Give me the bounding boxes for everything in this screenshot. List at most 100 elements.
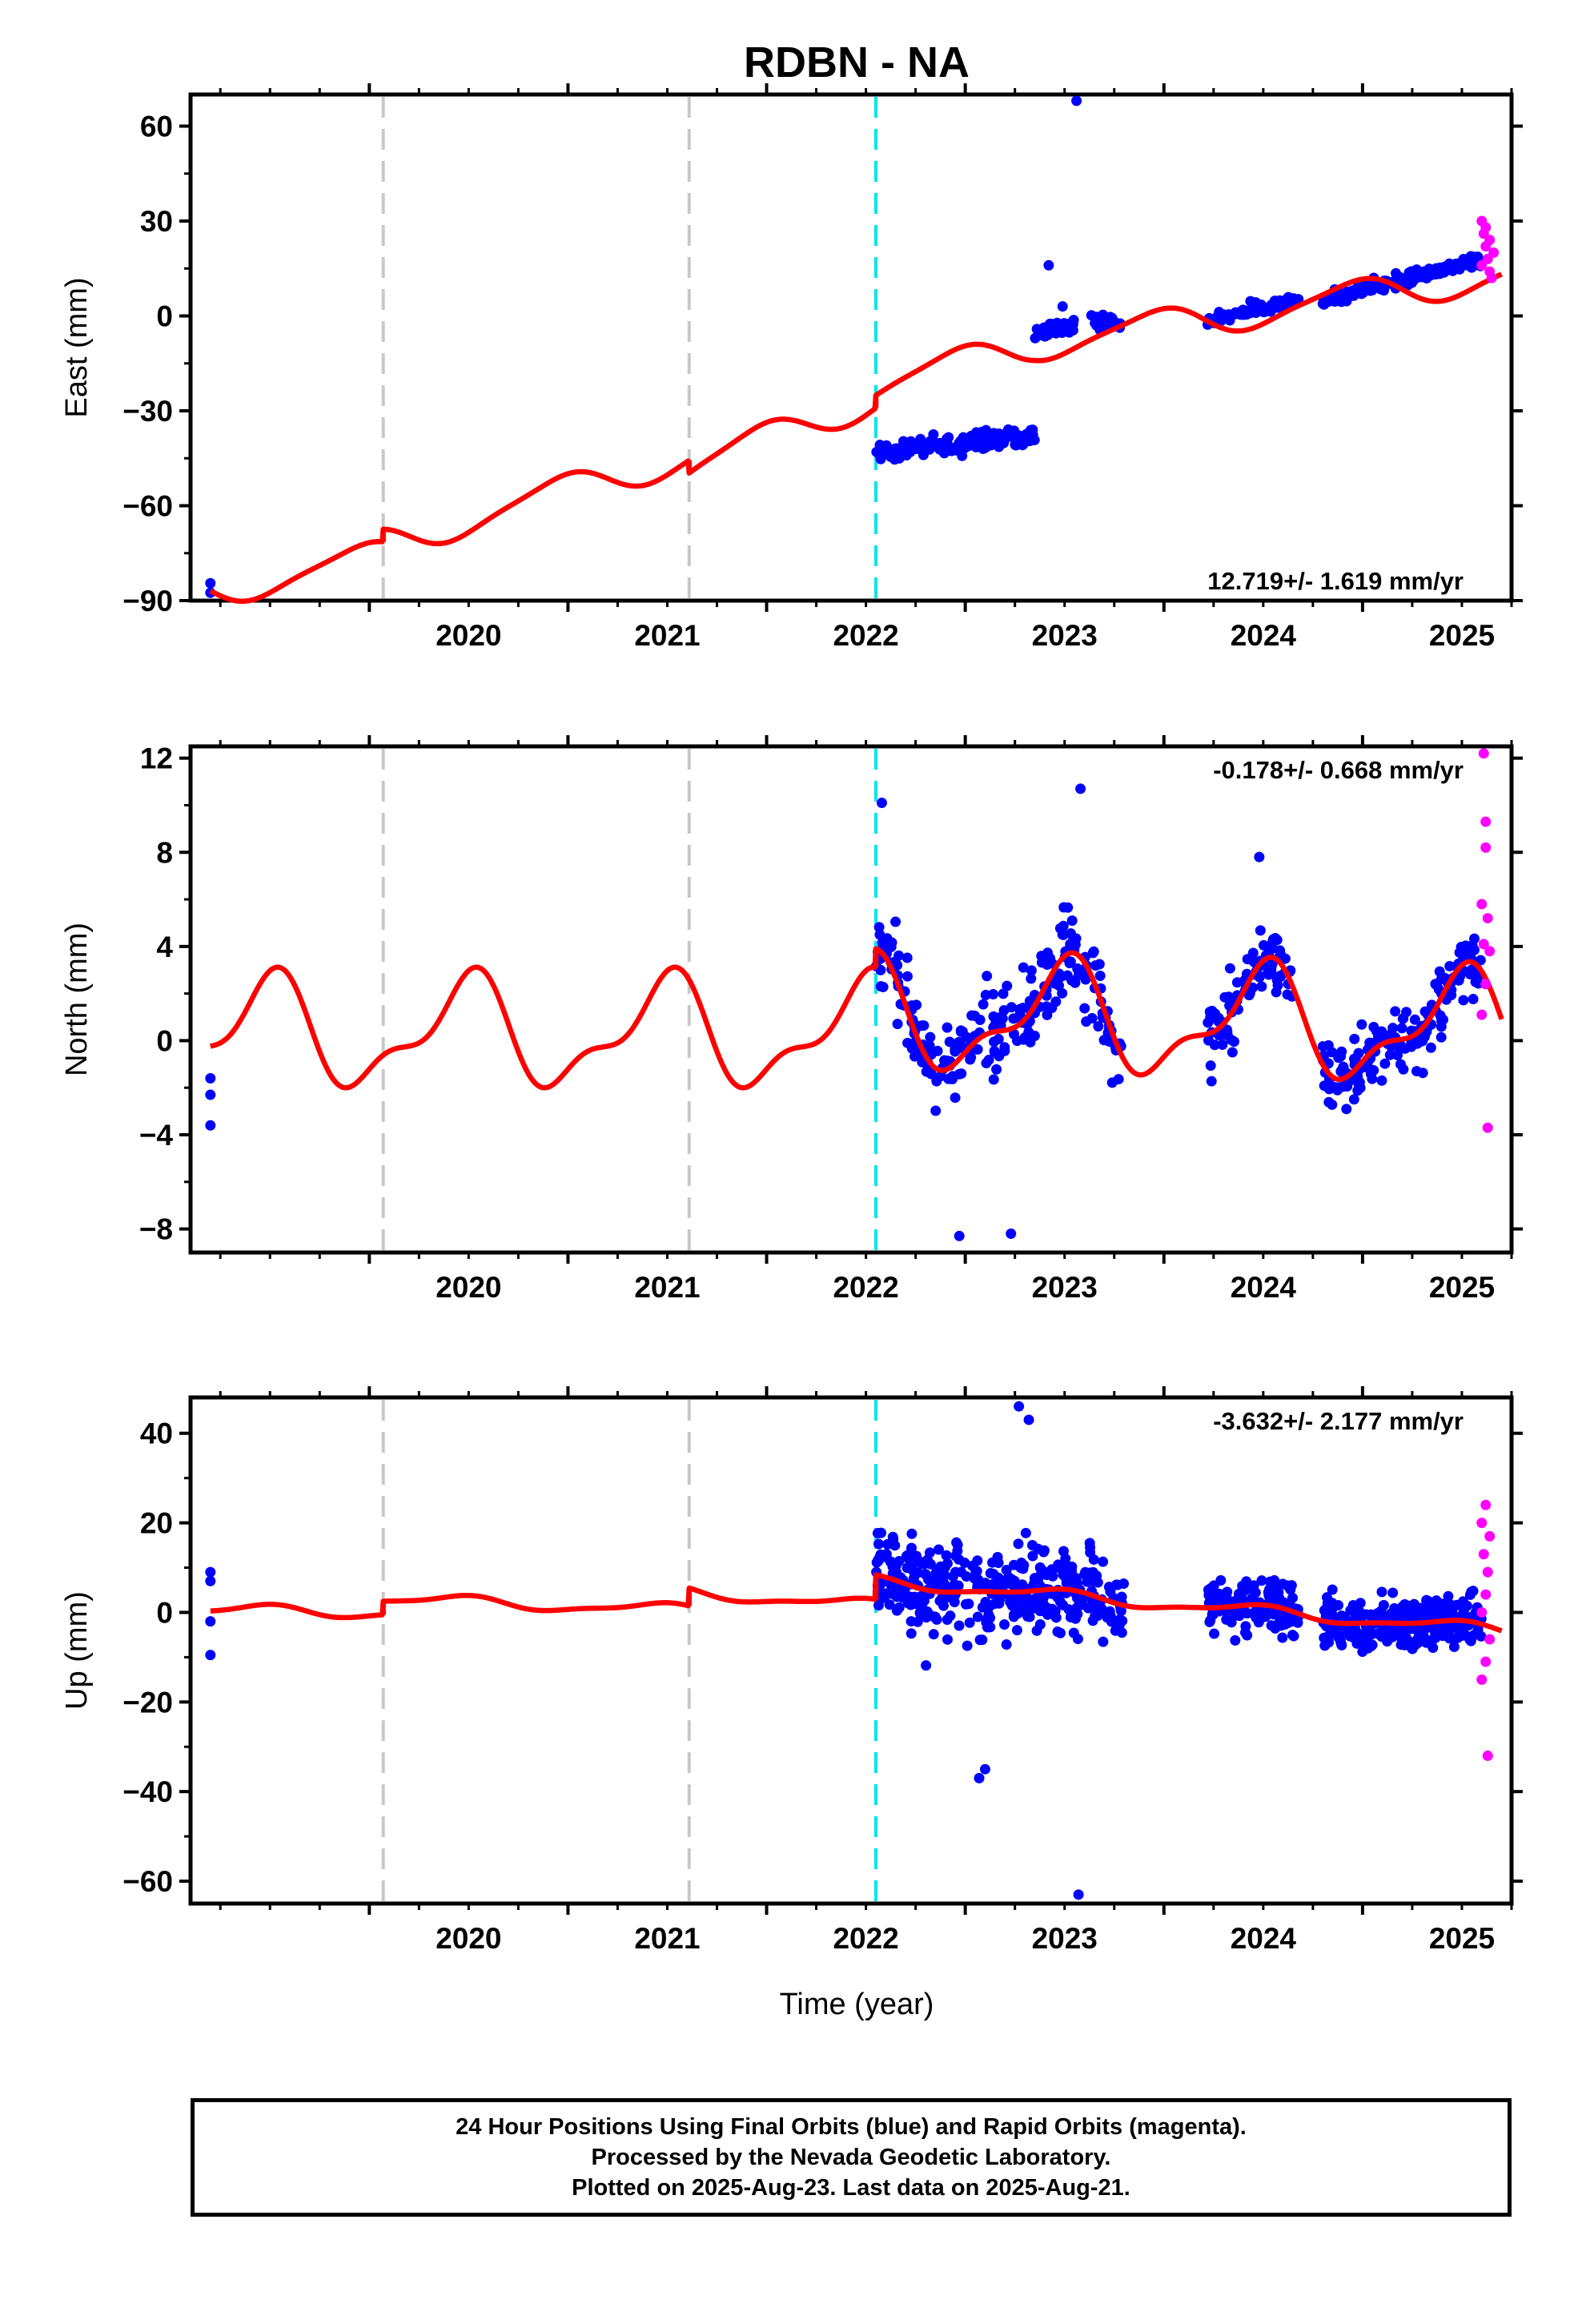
final-orbit-point — [1283, 1613, 1294, 1624]
final-orbit-point — [1014, 430, 1025, 441]
final-orbit-point — [1066, 928, 1077, 939]
final-orbit-point — [905, 1616, 917, 1627]
final-orbit-point — [980, 989, 991, 1000]
final-orbit-point — [1319, 1640, 1331, 1651]
final-orbit-point — [1041, 1001, 1052, 1012]
final-orbit-point — [1361, 1625, 1372, 1636]
panels: 60 30 0 −30 −60 −90 2020 2021 2022 2023 2024 2025 Ea… — [60, 83, 1523, 1955]
final-orbit-point — [988, 1074, 999, 1085]
final-orbit-point — [1052, 1592, 1063, 1603]
final-orbit-point — [1466, 943, 1477, 955]
east-y-tick-label: 30 — [140, 205, 173, 238]
up-model-fit-line — [208, 1572, 1504, 1634]
final-orbit-point — [1222, 1586, 1233, 1598]
final-orbit-point — [1014, 1401, 1025, 1412]
north-rapid-orbit-points — [1476, 748, 1496, 1133]
final-orbit-point — [893, 1589, 904, 1600]
up-x-tick-label: 2022 — [833, 1922, 898, 1955]
final-orbit-point — [1095, 1603, 1106, 1614]
rapid-orbit-point — [1480, 1499, 1492, 1510]
final-orbit-point — [1270, 1622, 1281, 1634]
final-orbit-point — [1228, 1036, 1239, 1047]
final-orbit-point — [1390, 1006, 1401, 1017]
final-orbit-point — [1001, 1639, 1012, 1651]
final-orbit-point — [915, 433, 926, 444]
final-orbit-point — [1317, 1041, 1328, 1052]
final-orbit-point — [1273, 1586, 1284, 1598]
rapid-orbit-point — [1478, 1549, 1489, 1560]
final-orbit-point — [1028, 1602, 1039, 1614]
final-orbit-point — [1025, 424, 1036, 436]
final-orbit-point — [1247, 947, 1259, 959]
final-orbit-point — [1336, 1610, 1347, 1621]
final-orbit-point — [1013, 1538, 1024, 1550]
final-orbit-point — [1018, 1563, 1029, 1574]
final-orbit-point — [1279, 953, 1291, 964]
north-y-tick-label: 4 — [156, 931, 173, 963]
final-orbit-point — [972, 1555, 983, 1566]
final-orbit-point — [1265, 306, 1276, 317]
final-orbit-point — [1240, 1627, 1251, 1638]
final-orbit-point — [1079, 1569, 1090, 1580]
final-orbit-point — [909, 1591, 920, 1602]
final-orbit-point — [1251, 297, 1262, 308]
east-y-tick-label: 60 — [140, 111, 173, 143]
east-y-axis-label: East (mm) — [60, 277, 94, 417]
final-orbit-point — [1006, 1002, 1017, 1013]
final-orbit-point — [901, 952, 913, 963]
final-orbit-point — [1419, 1625, 1430, 1636]
final-orbit-point — [1333, 1600, 1344, 1611]
up-y-axis-label: Up (mm) — [60, 1591, 94, 1710]
up-y-tick-label: 40 — [140, 1417, 173, 1450]
up-y-tick-label: −40 — [122, 1775, 173, 1808]
final-orbit-point — [944, 1036, 955, 1047]
final-orbit-point — [1066, 324, 1077, 335]
final-orbit-point — [982, 971, 993, 982]
final-orbit-point — [1227, 1610, 1238, 1621]
rapid-orbit-point — [1484, 946, 1496, 957]
final-orbit-point — [1072, 1634, 1083, 1645]
final-orbit-point — [1448, 1641, 1460, 1652]
final-orbit-point — [921, 1606, 933, 1618]
final-orbit-point — [1469, 933, 1480, 944]
final-orbit-point — [924, 1547, 935, 1558]
final-orbit-point — [1050, 996, 1062, 1007]
final-orbit-point — [1072, 1578, 1083, 1590]
final-orbit-point — [1101, 318, 1112, 329]
final-orbit-point — [1411, 1038, 1423, 1049]
north-x-tick-label: 2022 — [833, 1271, 898, 1304]
rapid-orbit-point — [1484, 235, 1496, 246]
final-orbit-point — [998, 988, 1009, 999]
final-orbit-point — [205, 1089, 216, 1100]
final-orbit-point — [902, 1037, 913, 1048]
up-x-tick-label: 2024 — [1231, 1922, 1297, 1955]
final-orbit-point — [970, 436, 981, 448]
final-orbit-point — [1018, 1034, 1030, 1045]
final-orbit-point — [1263, 1590, 1275, 1602]
rapid-orbit-point — [1476, 899, 1488, 910]
north-panel: 12 8 4 0 −4 −8 2020 2021 2022 2023 2024 2025 North (… — [60, 735, 1523, 1304]
final-orbit-point — [1352, 1600, 1363, 1611]
rapid-orbit-point — [1478, 748, 1489, 759]
final-orbit-point — [1074, 970, 1085, 981]
final-orbit-point — [1443, 1590, 1454, 1602]
final-orbit-point — [1066, 915, 1078, 927]
final-orbit-point — [1020, 1527, 1031, 1538]
final-orbit-point — [1277, 1632, 1288, 1643]
final-orbit-point — [993, 1572, 1004, 1583]
final-orbit-point — [1042, 1009, 1053, 1020]
final-orbit-point — [1335, 1066, 1347, 1077]
final-orbit-point — [1006, 1228, 1017, 1239]
final-orbit-point — [892, 1019, 903, 1030]
final-orbit-point — [886, 937, 897, 948]
final-orbit-point — [969, 1573, 980, 1584]
final-orbit-point — [1379, 1058, 1391, 1069]
final-orbit-point — [1384, 1049, 1395, 1060]
final-orbit-point — [981, 424, 992, 436]
final-orbit-point — [1027, 1550, 1038, 1562]
rapid-orbit-point — [1476, 1009, 1488, 1020]
final-orbit-point — [1008, 1611, 1019, 1622]
final-orbit-point — [1458, 995, 1469, 1006]
east-frame — [188, 92, 1514, 603]
x-axis-label: Time (year) — [780, 1988, 934, 2021]
